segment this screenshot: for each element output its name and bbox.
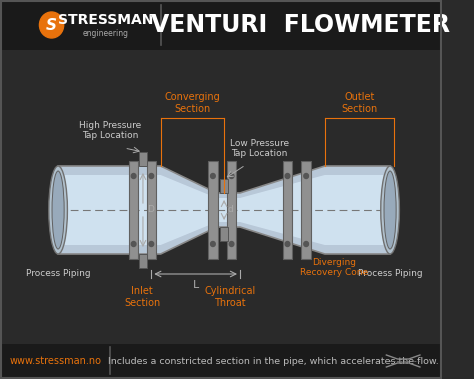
FancyBboxPatch shape [0, 344, 442, 379]
Circle shape [285, 174, 290, 179]
Text: Diverging
Recovery Cone: Diverging Recovery Cone [300, 258, 368, 277]
FancyBboxPatch shape [0, 0, 442, 50]
Ellipse shape [384, 171, 396, 249]
Bar [220, 227, 228, 241]
Bar [146, 161, 156, 259]
Text: Converging
Section: Converging Section [164, 92, 220, 114]
Circle shape [229, 241, 234, 246]
Text: ™: ™ [147, 14, 155, 20]
Bar [227, 161, 236, 259]
Circle shape [229, 174, 234, 179]
Ellipse shape [52, 171, 64, 249]
Text: engineering: engineering [82, 28, 128, 38]
Text: High Pressure
Tap Location: High Pressure Tap Location [79, 121, 141, 140]
Text: d: d [228, 205, 234, 215]
Circle shape [304, 241, 309, 246]
Bar [301, 161, 311, 259]
Circle shape [131, 241, 136, 246]
Text: Low Pressure
Tap Location: Low Pressure Tap Location [230, 139, 289, 158]
Text: Inlet
Section: Inlet Section [124, 286, 160, 308]
Text: www.stressman.no: www.stressman.no [9, 356, 101, 366]
Text: STRESSMAN: STRESSMAN [58, 13, 154, 27]
Bar [139, 254, 146, 268]
Ellipse shape [381, 166, 400, 254]
Circle shape [149, 241, 154, 246]
Text: D: D [146, 205, 154, 215]
Bar [139, 152, 146, 166]
Bar [208, 161, 218, 259]
Text: Process Piping: Process Piping [358, 269, 422, 278]
Circle shape [149, 174, 154, 179]
Bar [220, 179, 228, 193]
Bar [283, 161, 292, 259]
Bar [129, 161, 138, 259]
Text: Cylindrical
Throat: Cylindrical Throat [204, 286, 255, 308]
Circle shape [39, 12, 64, 38]
Polygon shape [63, 175, 385, 245]
Text: Includes a constricted section in the pipe, which accelerates the flow.: Includes a constricted section in the pi… [108, 357, 439, 365]
Circle shape [210, 241, 215, 246]
Text: VENTURI  FLOWMETER: VENTURI FLOWMETER [151, 13, 450, 37]
Circle shape [210, 174, 215, 179]
Ellipse shape [49, 166, 67, 254]
Text: Process Piping: Process Piping [26, 269, 91, 278]
Circle shape [304, 174, 309, 179]
Polygon shape [58, 166, 390, 254]
Circle shape [285, 241, 290, 246]
Circle shape [131, 174, 136, 179]
Text: Outlet
Section: Outlet Section [341, 92, 377, 114]
Text: L: L [193, 280, 199, 290]
Text: S: S [46, 17, 57, 33]
